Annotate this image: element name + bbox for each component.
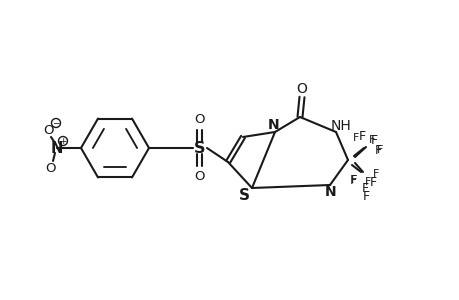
Text: O: O xyxy=(296,82,307,96)
Text: O: O xyxy=(45,161,56,175)
Text: O: O xyxy=(44,124,54,136)
Text: F: F xyxy=(376,145,382,155)
Text: −: − xyxy=(52,118,60,127)
Text: N: N xyxy=(50,140,63,155)
Text: F: F xyxy=(369,176,376,188)
Text: F: F xyxy=(364,177,370,187)
Text: NH: NH xyxy=(330,119,351,133)
Text: F: F xyxy=(352,133,358,143)
Text: F: F xyxy=(368,135,375,145)
Text: F: F xyxy=(350,175,356,185)
Text: F: F xyxy=(358,130,365,142)
Text: F: F xyxy=(374,143,381,157)
Text: F: F xyxy=(362,190,369,202)
Text: O: O xyxy=(194,112,205,125)
Text: F: F xyxy=(369,134,377,146)
Text: N: N xyxy=(268,118,279,132)
Text: N: N xyxy=(325,185,336,199)
Text: +: + xyxy=(59,136,67,146)
Text: F: F xyxy=(361,182,368,194)
Text: F: F xyxy=(372,169,378,179)
Text: O: O xyxy=(194,170,205,184)
Text: S: S xyxy=(194,140,205,155)
Text: F: F xyxy=(349,175,356,188)
Text: S: S xyxy=(238,188,249,202)
